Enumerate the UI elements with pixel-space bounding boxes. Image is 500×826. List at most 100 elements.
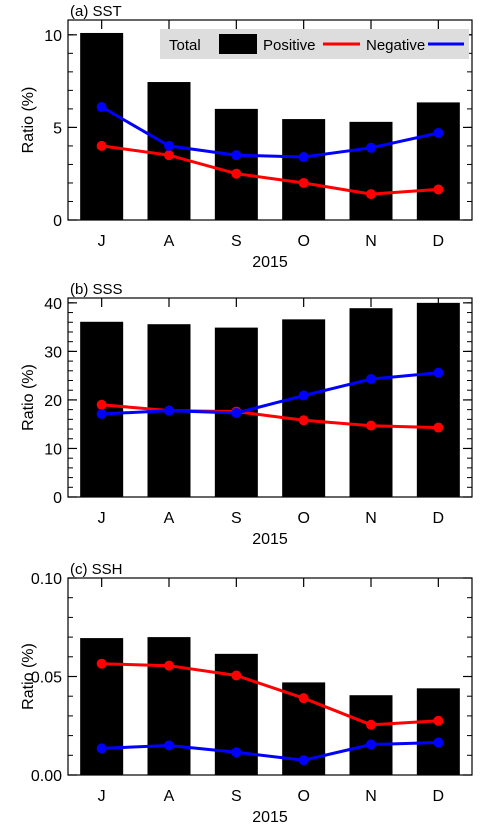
bar-A <box>147 637 191 775</box>
x-tick-label: J <box>98 788 106 805</box>
point-negative-N <box>366 739 376 750</box>
point-negative-A <box>164 405 174 416</box>
point-negative-O <box>298 755 309 766</box>
legend: Total Positive Negative <box>160 29 469 59</box>
x-axis-label: 2015 <box>252 809 288 826</box>
point-positive-A <box>164 660 174 671</box>
point-positive-A <box>164 150 174 161</box>
point-positive-O <box>298 177 309 188</box>
panel-1: 0 5 10 J A S O N D 2015 Ratio (%) (a) SST Total Posit… <box>20 3 473 271</box>
bar-N <box>349 308 393 497</box>
panel-title: (a) SST <box>70 3 122 20</box>
series-line-positive <box>101 144 439 196</box>
bar-N <box>349 695 393 775</box>
panel-2: 0 10 20 30 40 J A S O N D 2015 Ratio (%) (b) SSS <box>20 281 473 548</box>
y-axis-label: Ratio (%) <box>20 364 37 431</box>
point-positive-N <box>366 189 376 200</box>
point-negative-D <box>433 367 444 378</box>
x-tick-label: D <box>433 233 445 250</box>
x-axis-label: 2015 <box>252 531 288 548</box>
point-positive-D <box>433 715 444 726</box>
point-negative-A <box>164 140 174 151</box>
point-negative-J <box>96 409 107 420</box>
x-tick-label: S <box>231 510 242 527</box>
point-positive-J <box>96 658 107 669</box>
y-tick-label: 40 <box>44 296 62 313</box>
point-negative-S <box>231 150 242 161</box>
legend-label-negative: Negative <box>366 37 425 54</box>
x-tick-label: J <box>98 233 106 250</box>
x-tick-label: O <box>297 233 309 250</box>
series-line-positive <box>101 662 439 727</box>
legend-background <box>160 29 469 59</box>
legend-swatch-total <box>219 34 257 54</box>
y-tick-label: 0.10 <box>31 571 62 588</box>
point-negative-S <box>231 747 242 758</box>
panel-title: (b) SSS <box>70 281 123 298</box>
point-positive-J <box>96 399 107 410</box>
bar-D <box>416 302 460 497</box>
x-axis-label: 2015 <box>252 254 288 271</box>
point-negative-D <box>433 737 444 748</box>
legend-label-positive: Positive <box>263 37 316 54</box>
x-tick-label: S <box>231 788 242 805</box>
legend-label-total: Total <box>169 37 201 54</box>
bar-N <box>349 121 393 220</box>
x-tick-label: J <box>98 510 106 527</box>
point-negative-J <box>96 743 107 754</box>
x-tick-label: N <box>365 233 377 250</box>
panel-3: 0.00 0.05 0.10 J A S O N D 2015 Ratio (%) (c) SSH <box>20 561 473 826</box>
x-tick-label: S <box>231 233 242 250</box>
y-tick-label: 0 <box>53 213 62 230</box>
x-tick-label: O <box>297 788 309 805</box>
point-positive-N <box>366 719 376 730</box>
y-tick-label: 10 <box>44 441 62 458</box>
y-tick-label: 20 <box>44 393 62 410</box>
bar-J <box>80 638 124 775</box>
x-tick-label: A <box>164 510 175 527</box>
series-line-positive <box>101 403 439 430</box>
point-positive-O <box>298 693 309 704</box>
y-axis-label: Ratio (%) <box>20 643 37 710</box>
panel-title: (c) SSH <box>70 561 123 578</box>
y-tick-label: 0.05 <box>31 670 62 687</box>
bar-J <box>80 32 124 220</box>
point-negative-N <box>366 374 376 385</box>
bar-O <box>282 119 326 220</box>
y-tick-label: 10 <box>44 28 62 45</box>
plot-frame <box>67 19 473 221</box>
point-negative-D <box>433 127 444 138</box>
point-positive-D <box>433 422 444 433</box>
y-tick-label: 30 <box>44 344 62 361</box>
point-negative-N <box>366 142 376 153</box>
point-negative-O <box>298 390 309 401</box>
x-tick-label: D <box>433 788 445 805</box>
x-tick-label: N <box>365 510 377 527</box>
point-positive-O <box>298 415 309 426</box>
plot-frame <box>67 577 473 776</box>
plot-frame <box>67 297 473 498</box>
bar-D <box>416 688 460 775</box>
bar-D <box>416 102 460 220</box>
point-positive-D <box>433 184 444 195</box>
x-tick-label: A <box>164 233 175 250</box>
x-tick-label: A <box>164 788 175 805</box>
series-line-negative <box>101 371 439 416</box>
y-axis-label: Ratio (%) <box>20 87 37 154</box>
point-positive-S <box>231 670 242 681</box>
point-negative-J <box>96 102 107 113</box>
point-negative-O <box>298 152 309 163</box>
point-negative-A <box>164 740 174 751</box>
bar-O <box>282 319 326 497</box>
point-positive-S <box>231 168 242 179</box>
point-positive-J <box>96 140 107 151</box>
point-positive-N <box>366 420 376 431</box>
bar-S <box>214 108 258 220</box>
series-line-negative <box>100 105 439 159</box>
point-negative-S <box>231 408 242 419</box>
x-tick-label: O <box>297 510 309 527</box>
y-tick-label: 5 <box>53 120 62 137</box>
y-tick-label: 0 <box>53 490 62 507</box>
x-tick-label: N <box>365 788 377 805</box>
